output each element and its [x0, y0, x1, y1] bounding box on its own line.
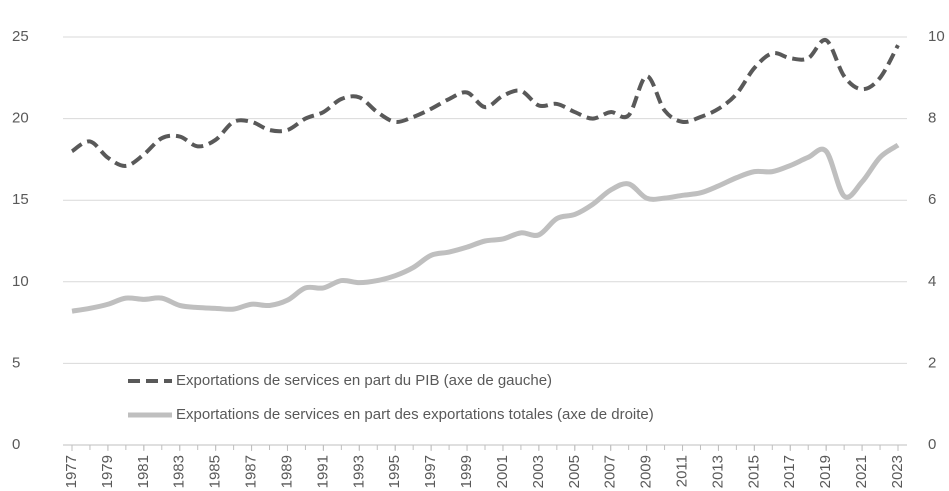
- series-line: [70, 38, 900, 168]
- x-tick-label: 2011: [673, 455, 690, 487]
- y2-tick-label: 0: [928, 436, 936, 453]
- x-tick-label: 2019: [817, 455, 834, 488]
- y2-tick-label: 2: [928, 354, 936, 371]
- x-tick-label: 1981: [135, 455, 152, 488]
- x-tick-label: 2017: [781, 455, 798, 488]
- x-tick-label: 2001: [494, 455, 511, 488]
- legend-label: Exportations de services en part du PIB …: [176, 372, 552, 389]
- x-tick-label: 1995: [386, 455, 403, 488]
- x-tick-label: 1979: [99, 455, 116, 488]
- y2-tick-label: 10: [928, 28, 945, 45]
- y-tick-label: 20: [12, 110, 29, 127]
- x-tick-label: 1989: [278, 455, 295, 488]
- x-tick-label: 1993: [350, 455, 367, 488]
- series-line: [71, 143, 900, 314]
- y2-tick-label: 4: [928, 273, 936, 290]
- y-tick-label: 15: [12, 191, 29, 208]
- x-tick-label: 2021: [853, 455, 870, 488]
- x-tick-label: 1985: [207, 455, 224, 488]
- x-tick-label: 2003: [530, 455, 547, 488]
- y-tick-label: 10: [12, 273, 29, 290]
- y-tick-label: 25: [12, 28, 29, 45]
- y2-tick-label: 6: [928, 191, 936, 208]
- y-tick-label: 5: [12, 354, 20, 371]
- x-tick-label: 2015: [745, 455, 762, 488]
- x-tick-label: 1987: [243, 455, 260, 488]
- x-tick-label: 1999: [458, 455, 475, 488]
- x-tick-label: 1997: [422, 455, 439, 488]
- x-tick-label: 1977: [63, 455, 80, 488]
- x-tick-label: 2009: [638, 455, 655, 488]
- y2-tick-label: 8: [928, 110, 936, 127]
- x-tick-label: 2023: [889, 455, 906, 488]
- x-tick-label: 2005: [566, 455, 583, 488]
- x-tick-label: 1991: [314, 455, 331, 488]
- x-tick-label: 2007: [602, 455, 619, 488]
- x-tick-label: 1983: [171, 455, 188, 488]
- x-tick-label: 2013: [709, 455, 726, 488]
- y-tick-label: 0: [12, 436, 20, 453]
- legend-label: Exportations de services en part des exp…: [176, 406, 654, 423]
